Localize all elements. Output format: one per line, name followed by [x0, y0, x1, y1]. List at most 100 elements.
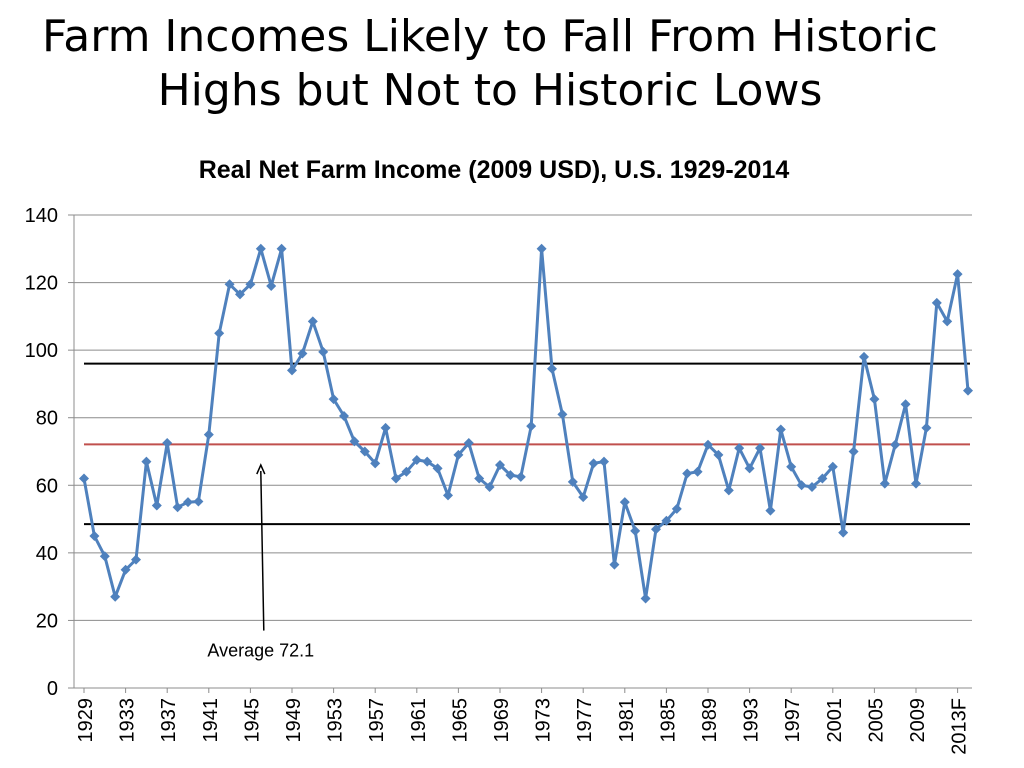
data-point-1999 — [807, 481, 817, 492]
farm-income-chart: Real Net Farm Income (2009 USD), U.S. 19… — [25, 156, 973, 755]
average-annotation: Average 72.1 — [207, 463, 314, 661]
x-tick-label: 2013F — [949, 698, 971, 755]
data-point-1936 — [151, 500, 162, 511]
data-point-2005 — [869, 394, 880, 405]
x-tick-label: 1965 — [449, 698, 471, 743]
x-tick-label: 1957 — [366, 698, 388, 743]
annotation-label: Average 72.1 — [207, 641, 314, 661]
data-point-1929 — [79, 473, 89, 484]
x-tick-label: 1941 — [200, 698, 222, 743]
y-tick-label: 40 — [36, 543, 58, 565]
data-point-2010 — [921, 422, 932, 433]
data-point-1978 — [588, 458, 599, 469]
data-point-1958 — [380, 422, 391, 433]
data-point-2004 — [859, 351, 869, 362]
data-point-1981 — [619, 497, 630, 508]
data-point-1995 — [765, 505, 776, 516]
slide-title-line1: Farm Incomes Likely to Fall From Histori… — [42, 11, 938, 62]
data-point-2008 — [900, 399, 911, 410]
data-point-1977 — [578, 492, 589, 503]
data-point-1984 — [651, 524, 661, 535]
data-point-1955 — [349, 436, 360, 447]
data-point-1959 — [391, 473, 401, 484]
data-point-1994 — [755, 443, 765, 454]
data-point-1937 — [162, 438, 173, 449]
x-tick-label: 1929 — [75, 698, 97, 743]
data-point-1973 — [536, 243, 547, 254]
slide-title-line2: Highs but Not to Historic Lows — [157, 65, 823, 116]
data-point-1998 — [796, 480, 807, 491]
data-point-1956 — [359, 446, 370, 457]
data-point-1966 — [463, 438, 474, 449]
x-tick-label: 1949 — [283, 698, 305, 743]
data-point-2003 — [848, 446, 859, 457]
data-point-1976 — [567, 476, 578, 487]
data-point-1986 — [671, 503, 682, 514]
y-gridlines — [74, 214, 972, 621]
data-point-1968 — [484, 481, 495, 492]
y-tick-label: 80 — [36, 408, 58, 430]
data-point-1997 — [786, 461, 797, 472]
data-point-1969 — [495, 460, 505, 471]
data-point-2000 — [817, 473, 828, 484]
data-point-1961 — [411, 454, 422, 465]
data-point-1930 — [89, 530, 100, 541]
data-point-1957 — [370, 458, 381, 469]
y-tick-label: 100 — [25, 340, 58, 362]
data-point-1941 — [203, 429, 214, 440]
data-point-1972 — [526, 421, 537, 432]
x-tick-label: 1997 — [782, 698, 804, 743]
data-point-1993 — [744, 463, 755, 474]
x-tick-label: 1969 — [491, 698, 513, 743]
x-axis-ticks: 1929 1933 1937 1941 1945 1949 1953 1957 1961 1965… — [75, 688, 971, 755]
data-point-1954 — [339, 411, 349, 422]
x-tick-label: 2005 — [865, 698, 887, 743]
data-point-1945 — [245, 279, 256, 290]
data-point-1987 — [682, 468, 693, 479]
x-tick-label: 1989 — [699, 698, 721, 743]
x-tick-label: 1961 — [408, 698, 430, 743]
axes — [73, 215, 972, 689]
data-point-1940 — [193, 496, 204, 507]
y-tick-label: 60 — [36, 475, 58, 497]
slide-title: Farm Incomes Likely to Fall From Histori… — [0, 10, 980, 118]
data-point-1967 — [474, 473, 485, 484]
data-point-2006 — [879, 478, 890, 489]
y-tick-label: 120 — [25, 273, 58, 295]
data-point-1947 — [266, 280, 277, 291]
data-point-2007 — [890, 439, 901, 450]
y-tick-label: 140 — [25, 205, 58, 227]
data-point-1971 — [515, 471, 526, 482]
data-point-1931 — [99, 551, 110, 562]
data-point-1948 — [276, 243, 287, 254]
data-point-1939 — [183, 497, 193, 508]
data-point-1946 — [255, 243, 266, 254]
data-point-1983 — [640, 593, 651, 604]
x-tick-label: 1981 — [616, 698, 638, 743]
data-point-1942 — [214, 328, 225, 339]
data-point-1934 — [131, 554, 141, 565]
data-point-2011 — [931, 297, 942, 308]
data-point-1965 — [453, 449, 464, 460]
data-point-1992 — [734, 443, 745, 454]
data-point-2013F — [952, 269, 963, 280]
data-point-1974 — [547, 363, 557, 374]
data-point-2002 — [838, 527, 849, 538]
x-tick-label: 1993 — [741, 698, 763, 743]
data-point-1979 — [599, 456, 609, 467]
data-point-1975 — [557, 409, 568, 420]
data-point-1996 — [775, 424, 786, 435]
data-point-1964 — [443, 490, 453, 501]
data-point-1951 — [307, 316, 318, 327]
chart-title: Real Net Farm Income (2009 USD), U.S. 19… — [199, 156, 790, 184]
x-tick-label: 1933 — [117, 698, 139, 743]
x-tick-label: 1977 — [574, 698, 596, 743]
data-point-1980 — [609, 559, 620, 570]
x-tick-label: 1985 — [657, 698, 679, 743]
x-tick-label: 1937 — [158, 698, 180, 743]
data-point-1952 — [318, 346, 329, 357]
data-point-2014F — [963, 385, 973, 396]
y-axis-ticks: 0 20 40 60 80 100 120 140 — [25, 205, 74, 700]
data-point-2009 — [911, 478, 921, 489]
data-point-1991 — [723, 485, 734, 496]
